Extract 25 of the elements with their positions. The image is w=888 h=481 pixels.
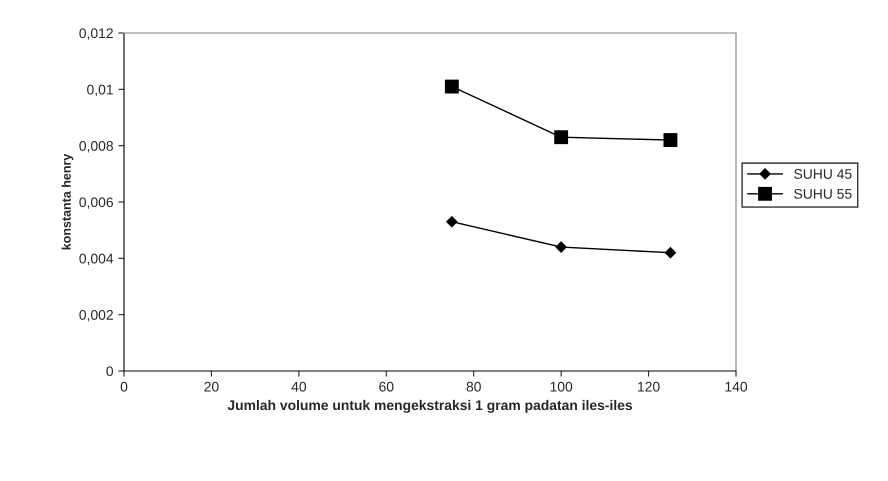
x-tick-label: 60 — [379, 382, 394, 392]
x-tick-label: 120 — [638, 382, 660, 392]
x-tick-label: 140 — [725, 382, 748, 392]
y-tick-label: 0,004 — [79, 254, 114, 266]
point — [554, 130, 568, 144]
x-tick-label: 0 — [120, 382, 128, 392]
x-axis-title: Jumlah volume untuk mengekstraksi 1 gram padatan iles-iles — [228, 400, 632, 413]
y-axis-title: konstanta henry — [62, 154, 74, 250]
x-tick-label: 40 — [291, 382, 306, 392]
y-tick-label: 0 — [106, 366, 114, 376]
y-tick-label: 0,01 — [87, 84, 113, 96]
legend-label: SUHU 45 — [794, 169, 852, 179]
x-tick-label: 100 — [550, 382, 572, 392]
y-tick-label: 0,002 — [79, 310, 113, 322]
y-tick-label: 0,006 — [79, 197, 113, 209]
point — [446, 216, 458, 228]
y-tick-label: 0,012 — [79, 28, 113, 40]
point — [663, 133, 678, 147]
point — [444, 80, 459, 94]
x-tick-label: 20 — [204, 382, 219, 392]
point — [556, 241, 567, 253]
legend-label: SUHU 55 — [794, 188, 852, 199]
x-tick-label: 80 — [466, 382, 481, 392]
y-tick-label: 0,008 — [79, 141, 113, 152]
point — [664, 247, 676, 258]
